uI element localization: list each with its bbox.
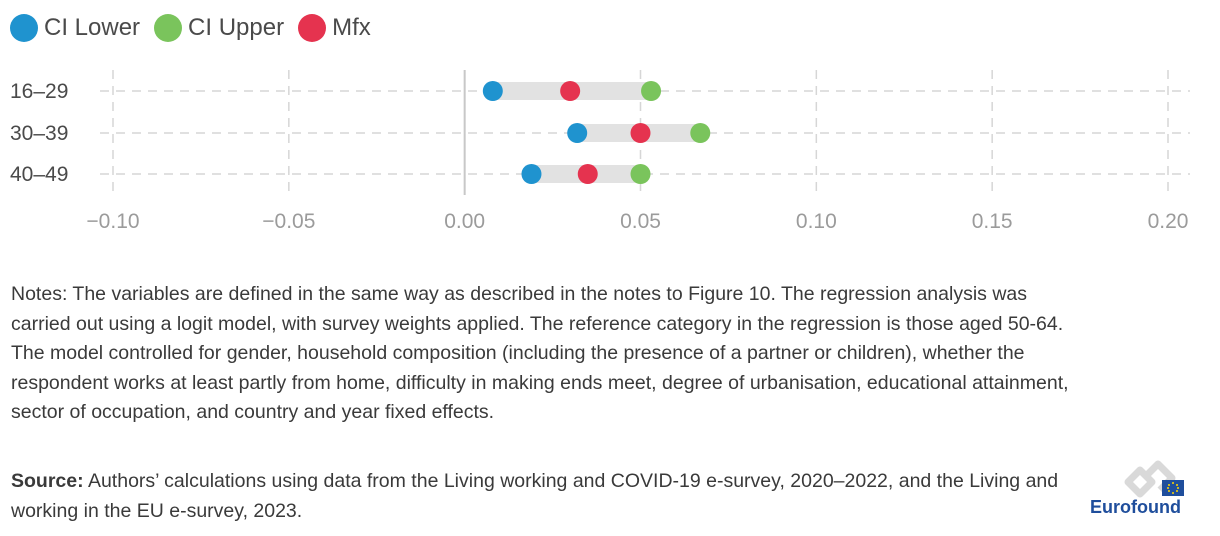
point-ci-lower <box>521 164 542 184</box>
category-label: 30–39 <box>10 122 68 145</box>
eurofound-logo-icon <box>1124 460 1184 498</box>
point-ci-upper <box>641 81 662 101</box>
category-label: 16–29 <box>10 80 68 103</box>
legend-swatch-ci-upper <box>154 14 183 42</box>
legend-label: CI Upper <box>188 14 285 41</box>
category-label: 40–49 <box>10 163 68 186</box>
legend-swatch-ci-lower <box>10 14 38 42</box>
dumbbell-chart: 16–29 30–39 40–49 −0.10 −0.05 0.00 0.05 0.10 0.1… <box>10 70 1190 233</box>
x-tick-label: −0.10 <box>86 210 139 233</box>
legend-item-ci-lower[interactable]: CI Lower <box>10 14 140 42</box>
x-tick-label: 0.00 <box>444 210 485 233</box>
x-tick-label: 0.20 <box>1148 210 1189 233</box>
chart-notes: Notes: The variables are defined in the … <box>11 283 1069 423</box>
source-label: Source: <box>11 470 84 492</box>
chart-legend: CI Lower CI Upper Mfx <box>10 14 371 42</box>
x-tick-label: −0.05 <box>262 210 315 233</box>
point-ci-upper <box>630 164 651 184</box>
logo-text: Eurofound <box>1090 497 1181 517</box>
x-tick-label: 0.15 <box>972 210 1013 233</box>
source-text: Authors’ calculations using data from th… <box>11 470 1059 522</box>
legend-swatch-mfx <box>298 14 327 42</box>
point-mfx <box>577 164 598 184</box>
legend-item-mfx[interactable]: Mfx <box>298 14 371 42</box>
point-mfx <box>630 123 651 143</box>
point-mfx <box>560 81 581 101</box>
chart-source: Source: Authors’ calculations using data… <box>11 467 1081 526</box>
point-ci-lower <box>482 81 503 101</box>
x-tick-label: 0.05 <box>620 210 661 233</box>
x-tick-label: 0.10 <box>796 210 837 233</box>
point-ci-upper <box>690 123 711 143</box>
legend-label: Mfx <box>332 14 371 41</box>
legend-label: CI Lower <box>44 14 141 41</box>
legend-item-ci-upper[interactable]: CI Upper <box>154 14 284 42</box>
point-ci-lower <box>567 123 588 143</box>
